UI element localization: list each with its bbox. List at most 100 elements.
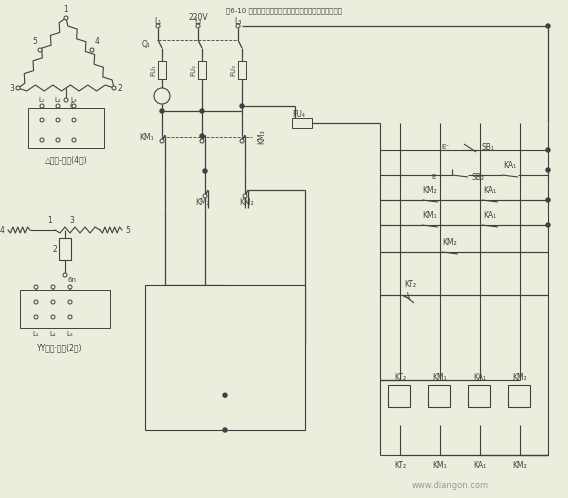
Text: L₂: L₂ (55, 97, 61, 103)
Circle shape (90, 48, 94, 52)
Text: 4: 4 (0, 226, 5, 235)
Circle shape (40, 118, 44, 122)
Circle shape (236, 24, 240, 28)
Circle shape (68, 315, 72, 319)
Text: 6n: 6n (68, 277, 77, 283)
Circle shape (56, 104, 60, 108)
Text: △接法-低速(4极): △接法-低速(4极) (45, 155, 87, 164)
Circle shape (203, 169, 207, 173)
Text: a5: a5 (55, 137, 61, 142)
Text: KA₁: KA₁ (483, 186, 496, 195)
Circle shape (56, 118, 60, 122)
Text: a6: a6 (66, 299, 73, 304)
Text: a3: a3 (70, 118, 77, 123)
Text: a6: a6 (70, 137, 77, 142)
Text: KM₁: KM₁ (423, 211, 437, 220)
Circle shape (200, 109, 204, 113)
Text: SB₁: SB₁ (482, 142, 495, 151)
Text: 1: 1 (48, 216, 52, 225)
Text: 2: 2 (265, 385, 270, 394)
Bar (198, 61, 206, 79)
Text: 1: 1 (64, 5, 68, 14)
Circle shape (40, 138, 44, 142)
Text: 220V: 220V (188, 12, 208, 21)
Circle shape (223, 428, 227, 432)
Text: 6: 6 (69, 102, 74, 111)
Text: 2: 2 (52, 245, 57, 253)
Circle shape (160, 109, 164, 113)
Text: L₁: L₁ (33, 331, 39, 337)
Text: 3: 3 (9, 84, 14, 93)
Text: KM₂: KM₂ (423, 186, 437, 195)
Text: L₂: L₂ (49, 331, 56, 337)
Circle shape (243, 194, 247, 198)
Text: KA₁: KA₁ (483, 211, 496, 220)
Text: L₁: L₁ (154, 16, 162, 25)
Text: a5: a5 (49, 299, 56, 304)
Circle shape (64, 98, 68, 102)
Text: a1: a1 (32, 315, 40, 320)
Text: L₃: L₃ (70, 97, 77, 103)
Text: 5: 5 (125, 226, 130, 235)
Text: L₁: L₁ (39, 97, 45, 103)
Bar (292, 118, 312, 128)
Text: ↵: ↵ (48, 126, 56, 136)
Text: a4: a4 (32, 299, 40, 304)
Text: KT₂: KT₂ (394, 461, 406, 470)
Circle shape (160, 139, 164, 143)
Circle shape (38, 48, 42, 52)
Text: L₂: L₂ (194, 16, 202, 25)
Circle shape (546, 24, 550, 28)
Text: 3: 3 (69, 216, 74, 225)
Circle shape (112, 86, 116, 90)
Text: E⁻: E⁻ (432, 174, 440, 180)
Circle shape (34, 285, 38, 289)
Bar (428, 385, 450, 407)
Text: 4: 4 (249, 341, 254, 350)
Text: KA₁: KA₁ (474, 373, 487, 382)
Text: 3: 3 (180, 385, 185, 394)
Circle shape (56, 138, 60, 142)
Circle shape (240, 104, 244, 108)
Text: 4: 4 (94, 37, 99, 46)
Text: FU₄: FU₄ (293, 110, 306, 119)
Circle shape (63, 273, 67, 277)
Bar (238, 61, 246, 79)
Text: 6: 6 (228, 391, 233, 400)
Text: 5: 5 (32, 37, 37, 46)
Circle shape (200, 139, 204, 143)
Text: KM₂: KM₂ (442, 238, 457, 247)
Circle shape (16, 86, 20, 90)
Text: a3: a3 (66, 315, 73, 320)
Circle shape (40, 104, 44, 108)
Bar (468, 385, 490, 407)
Circle shape (154, 88, 170, 104)
Circle shape (72, 138, 76, 142)
Text: a2: a2 (49, 315, 56, 320)
Bar (59, 238, 71, 260)
Text: 1: 1 (227, 306, 232, 315)
Circle shape (72, 118, 76, 122)
Circle shape (200, 134, 204, 138)
Circle shape (546, 198, 550, 202)
Text: 2: 2 (118, 84, 123, 93)
Circle shape (223, 393, 227, 397)
Text: L₃: L₃ (235, 16, 242, 25)
Text: KM₁: KM₁ (139, 132, 154, 141)
Text: SB₂: SB₂ (472, 172, 485, 181)
Text: E⁻: E⁻ (442, 144, 450, 150)
Bar (158, 61, 166, 79)
Text: A: A (159, 92, 165, 101)
Text: KM₂: KM₂ (195, 198, 210, 207)
Circle shape (34, 300, 38, 304)
Text: KA₁: KA₁ (503, 161, 516, 170)
Circle shape (546, 148, 550, 152)
Text: KM₁: KM₁ (433, 373, 448, 382)
Bar (20, 290, 110, 328)
Circle shape (51, 300, 55, 304)
Text: FU₁: FU₁ (150, 64, 156, 76)
Circle shape (68, 285, 72, 289)
Text: KM₂: KM₂ (240, 198, 254, 207)
Bar (145, 285, 305, 430)
Text: Q₁: Q₁ (141, 39, 150, 48)
